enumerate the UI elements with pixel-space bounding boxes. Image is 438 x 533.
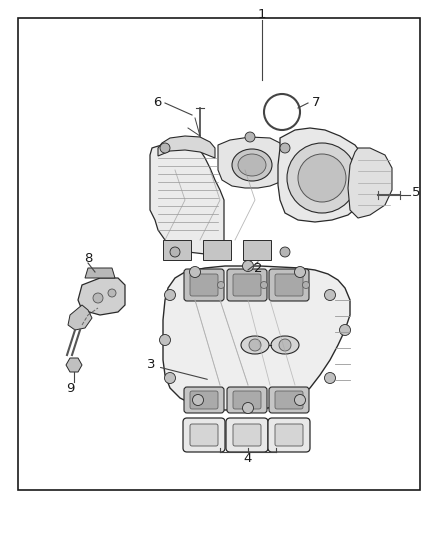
- Ellipse shape: [238, 154, 266, 176]
- Circle shape: [325, 373, 336, 384]
- Circle shape: [170, 247, 180, 257]
- FancyBboxPatch shape: [184, 269, 224, 301]
- Text: 2: 2: [254, 262, 262, 274]
- Text: 1: 1: [258, 7, 266, 20]
- Circle shape: [93, 293, 103, 303]
- Polygon shape: [218, 137, 285, 188]
- Circle shape: [245, 132, 255, 142]
- FancyBboxPatch shape: [184, 387, 224, 413]
- FancyBboxPatch shape: [268, 418, 310, 452]
- Text: 6: 6: [154, 96, 162, 109]
- Circle shape: [325, 289, 336, 301]
- Ellipse shape: [232, 149, 272, 181]
- Polygon shape: [66, 358, 82, 372]
- FancyBboxPatch shape: [227, 387, 267, 413]
- Circle shape: [339, 325, 350, 335]
- FancyBboxPatch shape: [190, 391, 218, 409]
- Circle shape: [249, 339, 261, 351]
- Polygon shape: [158, 136, 215, 158]
- Circle shape: [287, 143, 357, 213]
- Circle shape: [160, 143, 170, 153]
- Bar: [163, 240, 191, 260]
- Ellipse shape: [241, 336, 269, 354]
- Polygon shape: [150, 143, 224, 254]
- Polygon shape: [348, 148, 392, 218]
- Circle shape: [108, 289, 116, 297]
- Circle shape: [165, 289, 176, 301]
- FancyBboxPatch shape: [227, 269, 267, 301]
- FancyBboxPatch shape: [190, 274, 218, 296]
- Text: 4: 4: [244, 451, 252, 464]
- Polygon shape: [78, 278, 125, 315]
- Ellipse shape: [271, 336, 299, 354]
- Circle shape: [294, 266, 305, 278]
- Circle shape: [159, 335, 170, 345]
- Circle shape: [303, 281, 310, 288]
- Circle shape: [243, 402, 254, 414]
- FancyBboxPatch shape: [275, 274, 303, 296]
- Polygon shape: [85, 268, 115, 278]
- Circle shape: [298, 154, 346, 202]
- Text: 7: 7: [312, 96, 321, 109]
- Polygon shape: [163, 266, 350, 410]
- FancyBboxPatch shape: [226, 418, 268, 452]
- Polygon shape: [278, 128, 370, 222]
- Text: 3: 3: [146, 359, 207, 379]
- FancyBboxPatch shape: [183, 418, 225, 452]
- Bar: [18, 18, 420, 490]
- Circle shape: [280, 143, 290, 153]
- Circle shape: [243, 261, 254, 271]
- Bar: [243, 240, 271, 260]
- Circle shape: [279, 339, 291, 351]
- FancyBboxPatch shape: [275, 424, 303, 446]
- Circle shape: [218, 281, 225, 288]
- Circle shape: [165, 373, 176, 384]
- Bar: [203, 240, 231, 260]
- Circle shape: [294, 394, 305, 406]
- FancyBboxPatch shape: [233, 274, 261, 296]
- Circle shape: [280, 247, 290, 257]
- Circle shape: [192, 394, 204, 406]
- Circle shape: [190, 266, 201, 278]
- Polygon shape: [68, 305, 92, 330]
- FancyBboxPatch shape: [233, 391, 261, 409]
- Text: 5: 5: [412, 185, 420, 198]
- FancyBboxPatch shape: [233, 424, 261, 446]
- FancyBboxPatch shape: [269, 387, 309, 413]
- FancyBboxPatch shape: [275, 391, 303, 409]
- FancyBboxPatch shape: [269, 269, 309, 301]
- Text: 8: 8: [84, 252, 92, 264]
- FancyBboxPatch shape: [190, 424, 218, 446]
- Text: 9: 9: [66, 382, 74, 394]
- Circle shape: [261, 281, 268, 288]
